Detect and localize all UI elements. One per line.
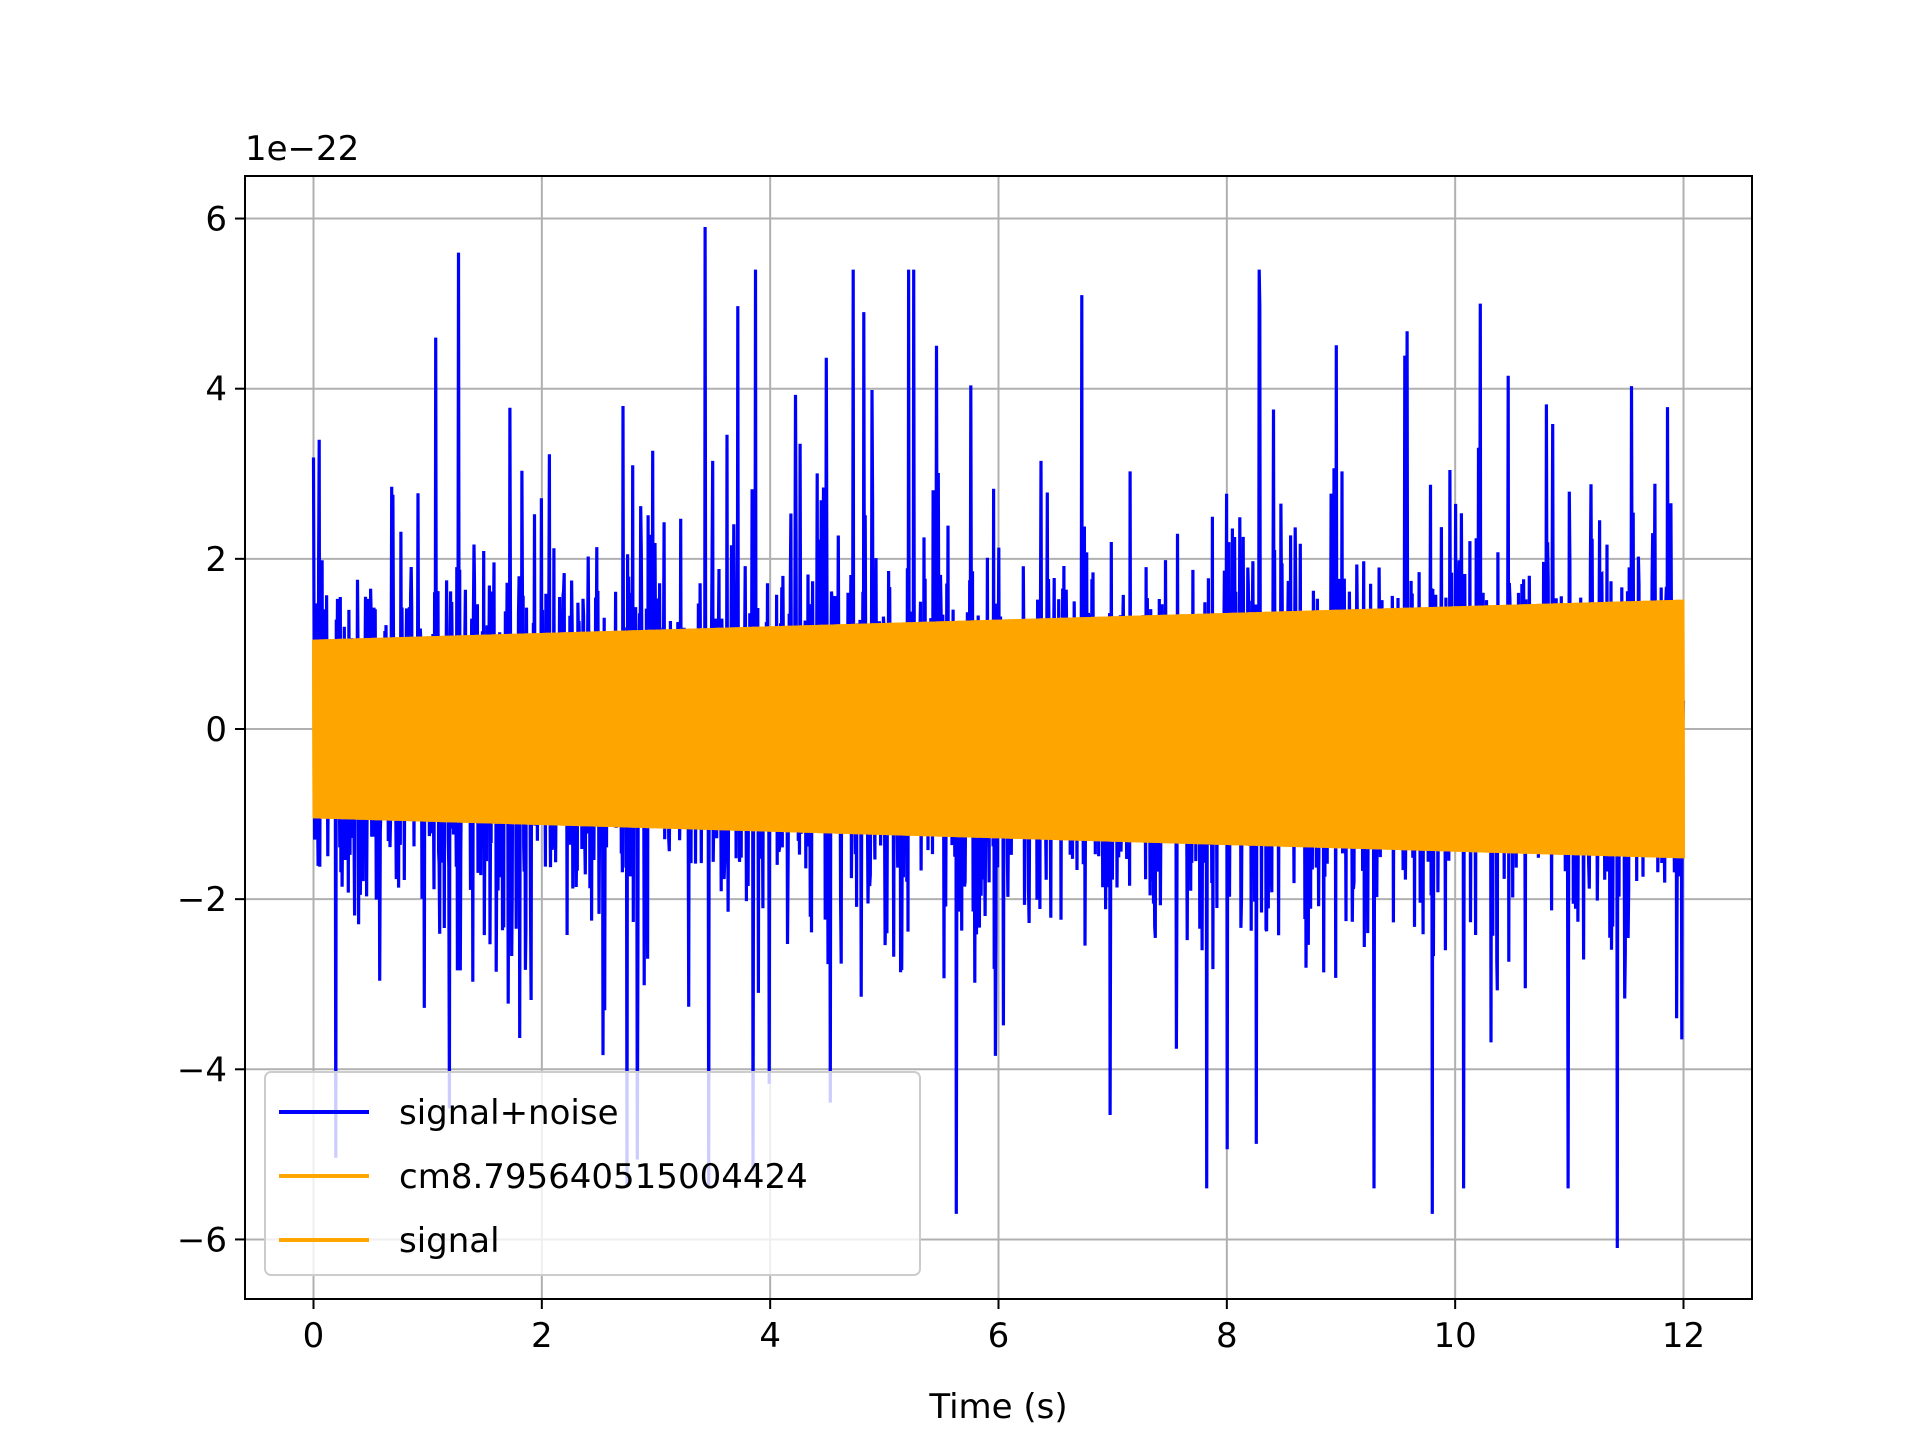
x-tick-label: 8 (1216, 1316, 1238, 1356)
series-layer (311, 226, 1686, 1249)
y-tick-label: −6 (177, 1220, 227, 1260)
x-axis-label: Time (s) (928, 1387, 1067, 1427)
legend-label-signal-noise: signal+noise (399, 1093, 619, 1133)
y-tick-label: 6 (205, 200, 227, 240)
legend-label-cm: cm8.795640515004424 (399, 1157, 808, 1197)
y-tick-label: 0 (205, 710, 227, 750)
y-tick-label: −4 (177, 1050, 227, 1090)
ticks: 0 2 4 6 8 10 12 −6 −4 −2 0 2 4 6 (177, 200, 1705, 1356)
x-tick-label: 2 (531, 1316, 553, 1356)
legend-box (264, 1071, 921, 1276)
y-tick-label: −2 (177, 880, 227, 920)
x-tick-label: 6 (988, 1316, 1010, 1356)
y-offset-label: 1e−22 (245, 129, 359, 169)
legend-label-signal: signal (399, 1221, 500, 1261)
x-tick-label: 4 (759, 1316, 781, 1356)
y-tick-label: 2 (205, 540, 227, 580)
legend: signal+noise cm8.795640515004424 signal (264, 1071, 921, 1276)
x-tick-label: 12 (1662, 1316, 1705, 1356)
series-signal (312, 599, 1685, 859)
x-tick-label: 10 (1434, 1316, 1477, 1356)
y-tick-label: 4 (205, 370, 227, 410)
plot-area (311, 226, 1686, 1249)
x-tick-label: 0 (303, 1316, 325, 1356)
